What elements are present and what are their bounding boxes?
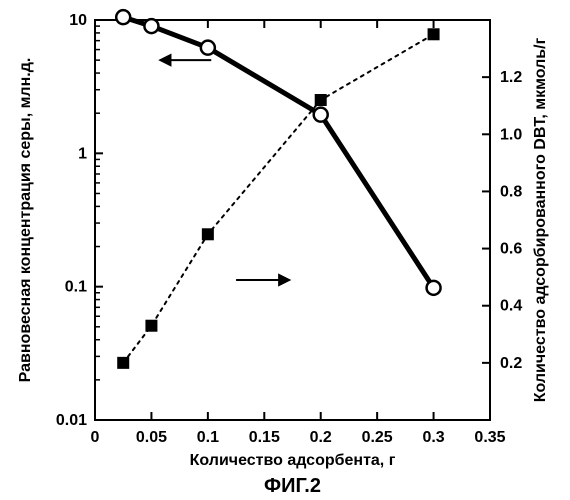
x-tick-label: 0.3	[422, 429, 444, 446]
x-tick-label: 0.25	[362, 429, 393, 446]
y-right-title: Количество адсорбированного DBT, мкмоль/…	[532, 37, 549, 402]
x-tick-label: 0.15	[249, 429, 280, 446]
marker-circle	[427, 281, 441, 295]
marker-circle	[116, 10, 130, 24]
y-left-tick-label: 0.1	[65, 279, 87, 296]
marker-square	[315, 94, 327, 106]
y-right-tick-label: 0.6	[500, 241, 522, 258]
chart-svg: 0 0.05 0.1 0.15 0.2 0.25 0.3 0.35 Количество адс…	[0, 0, 570, 500]
marker-square	[202, 228, 214, 240]
x-tick-label: 0.1	[197, 429, 219, 446]
marker-circle	[144, 19, 158, 33]
y-right-tick-label: 1.2	[500, 69, 522, 86]
figure-caption: ФИГ.2	[264, 475, 321, 497]
marker-circle	[201, 41, 215, 55]
series-line-dbt-adsorbed	[123, 34, 433, 363]
y-right-tick-label: 0.4	[500, 298, 522, 315]
x-tick-label: 0.05	[136, 429, 167, 446]
y-left-tick-label: 10	[69, 12, 87, 29]
plot-frame	[95, 20, 490, 420]
marker-circle	[314, 108, 328, 122]
x-axis-title: Количество адсорбента, г	[190, 452, 396, 469]
y-left-title: Равновесная концентрация серы, млн.д.	[17, 58, 34, 383]
y-right-tick-label: 0.2	[500, 355, 522, 372]
marker-square	[428, 28, 440, 40]
x-tick-label: 0	[91, 429, 100, 446]
y-right-tick-label: 1.0	[500, 126, 522, 143]
left-arrow	[160, 55, 211, 65]
y-left-tick-label: 0.01	[56, 412, 87, 429]
right-arrow	[236, 275, 289, 285]
x-tick-label: 0.2	[310, 429, 332, 446]
marker-square	[117, 357, 129, 369]
x-tick-label: 0.35	[474, 429, 505, 446]
marker-square	[145, 320, 157, 332]
y-left-tick-label: 1	[78, 145, 87, 162]
y-right-tick-label: 0.8	[500, 183, 522, 200]
figure-container: 0 0.05 0.1 0.15 0.2 0.25 0.3 0.35 Количество адс…	[0, 0, 570, 500]
